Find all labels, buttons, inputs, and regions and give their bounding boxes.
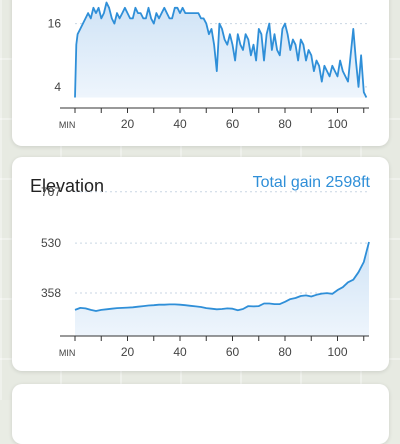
- speed-x-tick-label: MIN: [59, 120, 76, 130]
- elev-x-tick-label: 20: [121, 345, 135, 359]
- elevation-chart: 707 530 358 MIN 20 40 60 80 100: [41, 185, 370, 359]
- elevation-line: [74, 241, 370, 312]
- elev-y-tick-label: 707: [41, 185, 61, 199]
- speed-card: 16 4 MIN 20 40 60 80 100: [12, 0, 389, 146]
- speed-x-tick-label: 80: [278, 117, 292, 131]
- speed-line: [74, 1, 368, 98]
- speed-area: [75, 2, 367, 98]
- total-gain-label: Total gain 2598ft: [252, 174, 370, 191]
- elev-y-tick-label: 530: [41, 236, 61, 250]
- elev-x-tick-label: 100: [327, 345, 347, 359]
- elev-x-tick-label: 40: [173, 345, 187, 359]
- elev-x-tick-label: 80: [278, 345, 292, 359]
- elevation-title: Elevation: [30, 176, 105, 196]
- speed-x-tick-label: 40: [173, 117, 187, 131]
- speed-x-tick-label: 60: [226, 117, 240, 131]
- elev-x-tick-label: MIN: [59, 348, 76, 358]
- elevation-area: [75, 242, 369, 336]
- speed-y-tick-label: 16: [48, 17, 62, 31]
- next-card: [12, 384, 389, 444]
- elev-x-tick-label: 60: [226, 345, 240, 359]
- speed-y-tick-label: 4: [54, 80, 61, 94]
- elev-y-tick-label: 358: [41, 286, 61, 300]
- speed-chart: 16 4 MIN 20 40 60 80 100: [48, 1, 369, 131]
- speed-x-tick-label: 100: [327, 117, 347, 131]
- elevation-card: Elevation Total gain 2598ft 707 530 358 MI…: [12, 157, 389, 371]
- speed-x-tick-label: 20: [121, 117, 135, 131]
